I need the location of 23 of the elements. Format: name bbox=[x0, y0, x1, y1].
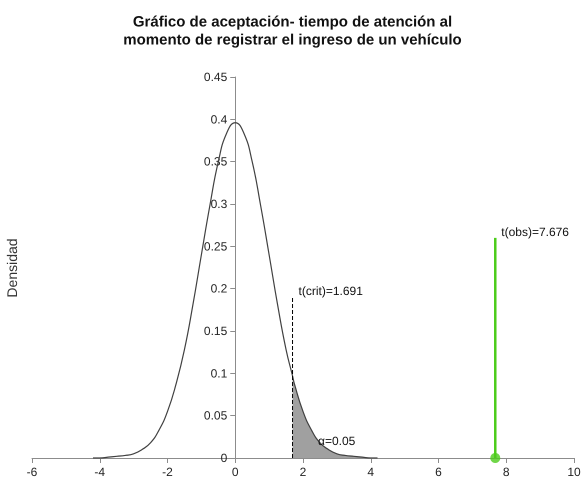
y-tick-label: 0.4 bbox=[210, 112, 228, 126]
y-tick-label: 0.1 bbox=[210, 366, 228, 380]
x-tick-label: -2 bbox=[162, 465, 174, 479]
x-tick-label: 0 bbox=[232, 465, 239, 479]
y-axis-title: Densidad bbox=[4, 238, 20, 298]
y-tick-label: 0.2 bbox=[210, 282, 228, 296]
chart-title: Gráfico de aceptación- tiempo de atención al momento de registrar el ingreso de un vehículo bbox=[123, 14, 462, 48]
annotation: t(obs)=7.676 bbox=[501, 224, 570, 239]
x-tick-label: 2 bbox=[300, 465, 307, 479]
x-tick-label: -4 bbox=[94, 465, 106, 479]
y-tick-label: 0.45 bbox=[204, 70, 228, 84]
x-tick-label: 6 bbox=[435, 465, 442, 479]
x-tick-label: -6 bbox=[26, 465, 38, 479]
y-tick-label: 0.25 bbox=[204, 239, 228, 254]
y-tick-label: 0.15 bbox=[204, 324, 228, 338]
y-tick-label: 0 bbox=[220, 451, 228, 465]
x-tick-label: 8 bbox=[502, 465, 510, 479]
y-tick-label: 0.3 bbox=[210, 197, 228, 211]
y-tick-label: 0.05 bbox=[204, 408, 228, 423]
x-tick-label: 10 bbox=[567, 465, 581, 479]
annotation: α=0.05 bbox=[318, 434, 356, 448]
annotation: t(crit)=1.691 bbox=[298, 284, 364, 298]
x-tick-label: 4 bbox=[367, 465, 374, 479]
